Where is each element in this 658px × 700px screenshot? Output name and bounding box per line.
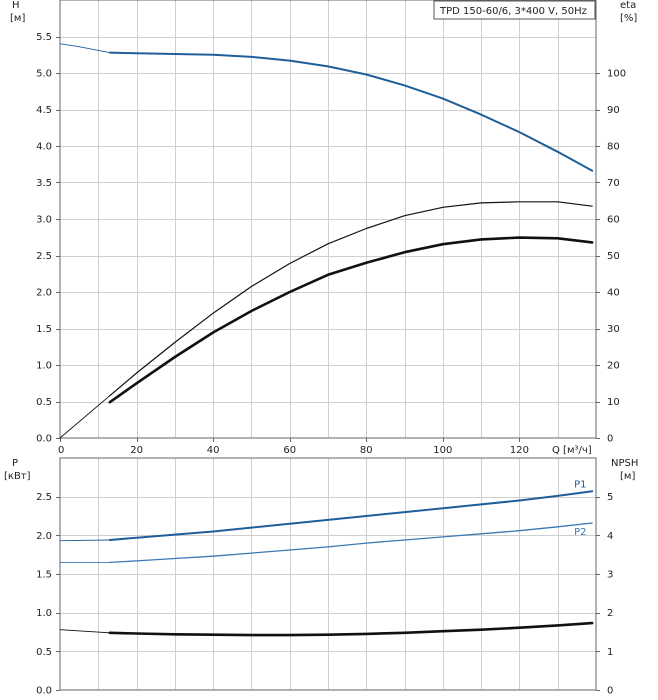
upper-left-axis-title-line2: [м]: [10, 13, 25, 24]
upper-left-tick-label: 4.5: [36, 105, 52, 116]
x-tick-label: 120: [510, 445, 529, 456]
upper-right-tick-label: 70: [607, 178, 620, 189]
lower-right-tick-label: 2: [607, 608, 613, 619]
lower-left-tick-label: 1.0: [36, 608, 52, 619]
x-tick-label: 0: [58, 445, 64, 456]
lower-right-tick-label: 3: [607, 570, 613, 581]
upper-curves: [59, 43, 594, 439]
curve-h-extrapolated: [59, 43, 111, 54]
lower-right-axis-title-line1: NPSH: [611, 458, 638, 469]
x-tick-label: 20: [130, 445, 143, 456]
lower-left-tick-label: 1.5: [36, 570, 52, 581]
upper-left-tick-label: 1.0: [36, 361, 52, 372]
curve-p1: [108, 490, 594, 541]
upper-left-axis-title-line1: H: [12, 0, 20, 11]
power-npsh-panel: 0.0 0.5 1.0 1.5 2.0 2.5 0 1 2 3 4 5 P1 P2 P [кВт] NP…: [4, 457, 638, 697]
upper-left-tick-label: 4.0: [36, 142, 52, 153]
upper-right-tick-label: 50: [607, 251, 620, 262]
curve-p2: [109, 522, 593, 564]
upper-left-tick-label: 2.5: [36, 251, 52, 262]
lower-right-axis-title-line2: [м]: [620, 471, 635, 482]
lower-right-tick-label: 1: [607, 647, 613, 658]
lower-left-tick-label: 2.0: [36, 531, 52, 542]
upper-right-tick-label: 40: [607, 288, 620, 299]
upper-right-tick-label: 0: [607, 434, 613, 445]
lower-grid: [60, 458, 596, 690]
upper-left-tick-label: 3.0: [36, 215, 52, 226]
x-tick-label: 40: [207, 445, 220, 456]
x-tick-label: 80: [360, 445, 373, 456]
upper-right-axis-title-line1: eta: [620, 0, 636, 11]
upper-ticks: 0.0 0.5 1.0 1.5 2.0 2.5 3.0 3.5 4.0 4.5 5.0 5.5 0 10 2…: [36, 32, 626, 456]
upper-right-tick-label: 90: [607, 105, 620, 116]
x-tick-label: 100: [433, 445, 452, 456]
lower-right-tick-label: 4: [607, 531, 613, 542]
upper-right-tick-label: 30: [607, 324, 620, 335]
lower-right-tick-label: 5: [607, 492, 613, 503]
curve-npsh-extrapolated: [59, 629, 111, 634]
upper-right-tick-label: 80: [607, 142, 620, 153]
series-label-p2: P2: [574, 527, 586, 538]
upper-left-tick-label: 5.0: [36, 69, 52, 80]
series-label-p1: P1: [574, 479, 586, 490]
curve-p1-extrapolated: [59, 539, 111, 542]
upper-right-tick-label: 10: [607, 397, 620, 408]
pump-model-legend-box: [433, 0, 596, 20]
lower-ticks: 0.0 0.5 1.0 1.5 2.0 2.5 0 1 2 3 4 5: [36, 492, 613, 696]
lower-left-axis-title-line2: [кВт]: [4, 471, 31, 482]
curve-eta-thick: [108, 236, 594, 404]
curve-h: [108, 51, 594, 172]
lower-curves: P1 P2: [59, 479, 594, 637]
upper-grid: [60, 0, 596, 438]
upper-left-tick-label: 2.0: [36, 288, 52, 299]
upper-left-tick-label: 1.5: [36, 324, 52, 335]
upper-right-axis-title-line2: [%]: [620, 13, 637, 24]
lower-left-tick-label: 0.0: [36, 686, 52, 697]
x-axis-title: Q [м³/ч]: [552, 445, 592, 456]
x-tick-label: 60: [283, 445, 296, 456]
upper-left-tick-label: 0.5: [36, 397, 52, 408]
lower-left-axis-title-line1: P: [12, 458, 18, 469]
lower-right-tick-label: 0: [607, 686, 613, 697]
upper-left-tick-label: 3.5: [36, 178, 52, 189]
lower-left-tick-label: 2.5: [36, 492, 52, 503]
upper-left-tick-label: 5.5: [36, 32, 52, 43]
upper-right-tick-label: 60: [607, 215, 620, 226]
curve-eta-thin: [109, 201, 593, 397]
upper-right-tick-label: 100: [607, 69, 626, 80]
pump-model-legend-text: TPD 150-60/6, 3*400 V, 50Hz: [439, 6, 587, 17]
curve-eta-thin-extrapolated: [59, 395, 111, 439]
upper-right-tick-label: 20: [607, 361, 620, 372]
lower-left-tick-label: 0.5: [36, 647, 52, 658]
upper-left-tick-label: 0.0: [36, 434, 52, 445]
head-efficiency-panel: 0.0 0.5 1.0 1.5 2.0 2.5 3.0 3.5 4.0 4.5 5.0 5.5 0 10 2…: [10, 0, 637, 456]
curve-npsh: [108, 621, 594, 637]
